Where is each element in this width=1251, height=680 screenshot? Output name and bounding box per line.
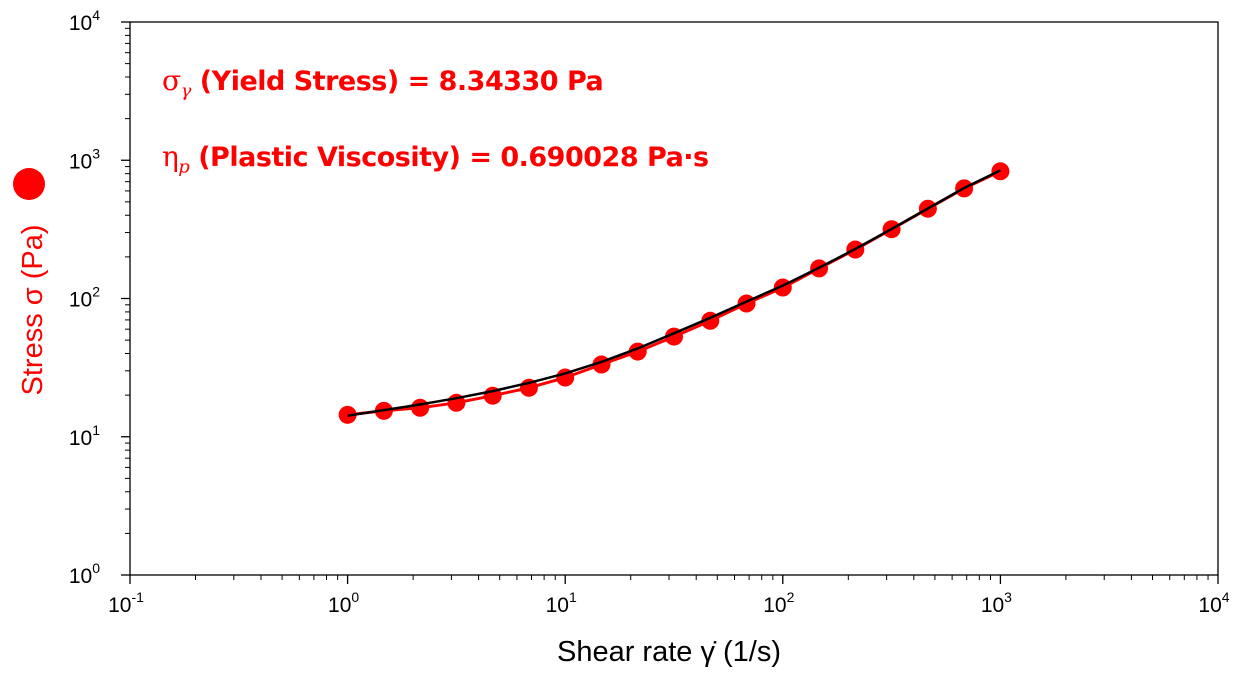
x-axis-label: Shear rate γ̇ (1/s) [557,636,781,668]
p-subscript: p [178,156,190,178]
x-tick-label: 10-1 [108,589,144,617]
measured-line [347,169,1002,417]
yield-stress-annotation: σγ (Yield Stress) = 8.34330 Pa [162,64,604,102]
plot-frame [129,21,1219,576]
y-tick-label: 102 [69,284,100,312]
fit-line [347,169,1001,417]
yield-stress-text: (Yield Stress) = 8.34330 Pa [199,66,604,97]
plastic-viscosity-annotation: ηp (Plastic Viscosity) = 0.690028 Pa·s [162,140,709,177]
y-tick-label: 100 [69,560,100,588]
gamma-subscript: γ [180,80,192,102]
eta-symbol: η [162,140,179,173]
x-tick-label: 101 [546,589,577,617]
y-tick-label: 104 [69,7,100,35]
y-axis-label: Stress σ (Pa) [17,225,49,396]
sigma-symbol: σ [162,64,181,97]
y-tick-label: 103 [69,145,100,173]
x-tick-label: 103 [981,589,1012,617]
plastic-viscosity-text: (Plastic Viscosity) = 0.690028 Pa·s [198,142,709,173]
x-tick-label: 104 [1198,589,1229,617]
y-tick-label: 101 [69,422,100,450]
data-point [411,398,430,417]
x-tick-label: 102 [763,589,794,617]
x-tick-label: 100 [328,589,359,617]
y-axis-legend-marker [13,168,45,200]
